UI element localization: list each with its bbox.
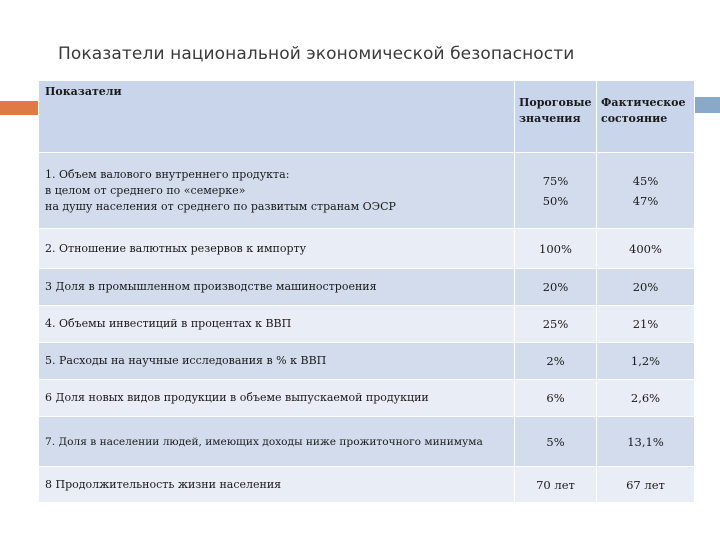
row-label: 5. Расходы на научные исследования в % к… xyxy=(38,342,515,380)
table-header-row: Показатели Пороговые значения Фактическо… xyxy=(38,80,695,153)
actual-value: 47% xyxy=(632,193,659,208)
threshold-value: 75% xyxy=(542,173,569,188)
header-indicator-cell: Показатели xyxy=(38,80,515,153)
table-row: 5. Расходы на научные исследования в % к… xyxy=(38,342,695,380)
row-label: 2. Отношение валютных резервов к импорту xyxy=(38,228,515,269)
row-label: 3 Доля в промышленном производстве машин… xyxy=(38,268,515,306)
row-label: 8 Продолжительность жизни населения xyxy=(38,466,515,503)
table-row: 8 Продолжительность жизни населения 70 л… xyxy=(38,466,695,503)
actual-value: 2,6% xyxy=(596,379,695,417)
table-row: 6 Доля новых видов продукции в объеме вы… xyxy=(38,379,695,417)
accent-bar-blue xyxy=(694,97,720,113)
threshold-value: 2% xyxy=(514,342,597,380)
header-actual-cell: Фактическое состояние xyxy=(596,80,695,153)
table-row: 2. Отношение валютных резервов к импорту… xyxy=(38,228,695,269)
row-label: 6 Доля новых видов продукции в объеме вы… xyxy=(38,379,515,417)
header-indicator: Показатели xyxy=(45,85,122,98)
threshold-value: 70 лет xyxy=(514,466,597,503)
threshold-value: 20% xyxy=(514,268,597,306)
actual-value: 21% xyxy=(596,305,695,343)
table-row: 7. Доля в населении людей, имеющих доход… xyxy=(38,416,695,467)
header-threshold-cell: Пороговые значения xyxy=(514,80,597,153)
row-label: 4. Объемы инвестиций в процентах к ВВП xyxy=(38,305,515,343)
slide-title: Показатели национальной экономической бе… xyxy=(58,44,575,64)
threshold-cell: 75% 50% xyxy=(514,152,597,229)
threshold-value: 5% xyxy=(514,416,597,467)
actual-value: 45% xyxy=(632,173,659,188)
actual-cell: 45% 47% xyxy=(596,152,695,229)
actual-value: 400% xyxy=(596,228,695,269)
actual-value: 13,1% xyxy=(596,416,695,467)
threshold-value: 25% xyxy=(514,305,597,343)
actual-value: 20% xyxy=(596,268,695,306)
row-label: 1. Объем валового внутреннего продукта: … xyxy=(38,152,515,229)
actual-value: 67 лет xyxy=(596,466,695,503)
threshold-value: 6% xyxy=(514,379,597,417)
header-threshold: Пороговые значения xyxy=(519,96,592,125)
accent-bar-orange xyxy=(0,101,38,115)
actual-value: 1,2% xyxy=(596,342,695,380)
table-row: 1. Объем валового внутреннего продукта: … xyxy=(38,152,695,229)
threshold-value: 50% xyxy=(542,193,569,208)
header-actual: Фактическое состояние xyxy=(601,96,686,125)
row-label-line: 1. Объем валового внутреннего продукта: xyxy=(45,167,290,181)
row-label-line: на душу населения от среднего по развиты… xyxy=(45,199,396,213)
threshold-value: 100% xyxy=(514,228,597,269)
table-row: 4. Объемы инвестиций в процентах к ВВП 2… xyxy=(38,305,695,343)
indicators-table: Показатели Пороговые значения Фактическо… xyxy=(38,80,695,503)
row-label: 7. Доля в населении людей, имеющих доход… xyxy=(38,416,515,467)
table-row: 3 Доля в промышленном производстве машин… xyxy=(38,268,695,306)
row-label-line: в целом от среднего по «семерке» xyxy=(45,183,246,197)
